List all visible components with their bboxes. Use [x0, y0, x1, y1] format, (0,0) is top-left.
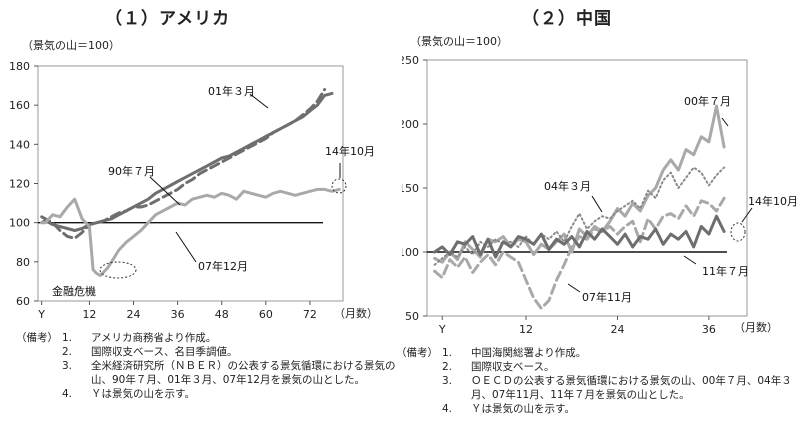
note-text: アメリカ商務省より作成。 [91, 332, 217, 344]
annotation-label: 00年７月 [684, 94, 731, 108]
note-number: 4. [442, 403, 453, 415]
y-tick-label: 250 [402, 54, 419, 67]
x-tick-label: 72 [303, 308, 317, 321]
x-tick-label: 36 [702, 323, 716, 336]
note-text: 中国海関総署より作成。 [471, 347, 587, 359]
highlight-circle [99, 261, 137, 279]
panel-china: （２）中国 （景気の山＝100） 50 100 150 200 250 Y 12 24 36 （月… [396, 0, 804, 441]
annotation-label: 07年11月 [582, 290, 632, 304]
x-tick-label: 60 [259, 308, 273, 321]
annotation-leader-line [249, 93, 269, 109]
notes-heading: （備考） [396, 347, 438, 359]
note-item: 2. 国際収支ベース。 [396, 360, 796, 374]
highlight-circle [730, 222, 746, 242]
y-tick-label: 60 [16, 295, 30, 308]
x-tick-label: 24 [127, 308, 141, 321]
y-tick-label: 140 [9, 138, 30, 151]
note-item: 2. 国際収支ベース、名目季調値。 [16, 345, 396, 359]
x-tick-label: Y [438, 323, 446, 336]
series-line [40, 187, 341, 277]
plot-frame [37, 65, 344, 302]
note-number: 1. [62, 332, 73, 344]
notes-heading: （備考） [16, 332, 58, 344]
y-tick-label: 120 [9, 178, 30, 191]
y-axis-label-us: （景気の山＝100） [22, 39, 120, 52]
y-tick-label: 100 [402, 246, 419, 259]
series-line [40, 88, 327, 240]
panel-title-us: （１）アメリカ [105, 9, 231, 29]
highlight-circle [331, 178, 347, 194]
note-text: Ｙは景気の山を示す。 [91, 388, 195, 400]
note-text: ＯＥＣＤの公表する景気循環における景気の山、00年７月、04年３月、07年11月… [471, 375, 792, 401]
y-tick-label: 100 [9, 217, 30, 230]
note-text: Ｙは景気の山を示す。 [471, 403, 575, 415]
panel-us: （１）アメリカ （景気の山＝100） 60 80 100 120 140 160 180 Y 1… [9, 9, 396, 401]
note-text: 全米経済研究所（ＮＢＥＲ）の公表する景気循環における景気の山、90年７月、01年… [91, 360, 396, 386]
y-tick-label: 200 [402, 118, 419, 131]
note-item: 3. ＯＥＣＤの公表する景気循環における景気の山、00年７月、04年３月、07年1… [396, 374, 796, 402]
annotation-leader-line [149, 176, 181, 206]
annotation-leader-line [741, 207, 753, 223]
note-number: 2. [62, 346, 73, 358]
note-number: 3. [62, 360, 73, 372]
notes-china: （備考） 1. 中国海関総署より作成。 2. 国際収支ベース。 3. ＯＥＣＤの公表する… [396, 346, 796, 416]
chart-china: 50 100 150 200 250 Y 12 24 36 （月数） 00年７月 04年３月 07年11… [402, 54, 798, 336]
annotation-leader-line [591, 195, 603, 213]
annotation-label: 14年10月 [325, 144, 375, 158]
annotation-label: 金融危機 [52, 284, 96, 298]
note-item: 4. Ｙは景気の山を示す。 [396, 402, 796, 416]
x-tick-label: 12 [82, 308, 96, 321]
annotation-label: 90年７月 [108, 164, 155, 178]
x-tick-label: 36 [171, 308, 185, 321]
series-line [40, 91, 334, 232]
note-item: （備考） 1. 中国海関総署より作成。 [396, 346, 796, 360]
note-text: 国際収支ベース。 [471, 361, 555, 373]
annotation-label: 14年10月 [748, 194, 798, 208]
note-number: 3. [442, 375, 453, 387]
x-tick-label: Y [37, 308, 45, 321]
annotation-leader-line [683, 255, 697, 265]
note-item: 4. Ｙは景気の山を示す。 [16, 387, 396, 401]
series-line [433, 196, 726, 310]
series-line [433, 166, 726, 266]
annotation-leader-line [567, 283, 581, 293]
note-number: 4. [62, 388, 73, 400]
series-line [433, 214, 726, 259]
y-tick-label: 50 [405, 310, 419, 323]
note-number: 2. [442, 361, 453, 373]
note-item: （備考） 1. アメリカ商務省より作成。 [16, 331, 396, 345]
note-item: 3. 全米経済研究所（ＮＢＥＲ）の公表する景気循環における景気の山、90年７月、0… [16, 359, 396, 387]
x-tick-label: 48 [215, 308, 229, 321]
y-tick-label: 160 [9, 99, 30, 112]
annotation-leader-line [175, 231, 197, 263]
y-tick-label: 80 [16, 256, 30, 269]
annotation-label: 11年７月 [702, 264, 749, 278]
note-text: 国際収支ベース、名目季調値。 [91, 346, 238, 358]
annotation-label: 04年３月 [544, 179, 591, 193]
notes-us: （備考） 1. アメリカ商務省より作成。 2. 国際収支ベース、名目季調値。 3. 全米… [16, 331, 396, 401]
y-tick-label: 150 [402, 182, 419, 195]
x-tick-label: 12 [519, 323, 533, 336]
x-axis-unit-label: （月数） [734, 321, 778, 334]
annotation-label: 01年３月 [208, 84, 255, 98]
y-axis-label-china: （景気の山＝100） [410, 35, 508, 48]
annotation-label: 07年12月 [198, 259, 248, 273]
y-tick-label: 180 [9, 60, 30, 73]
panel-title-china: （２）中国 [522, 9, 612, 29]
annotation-leader-line [721, 117, 729, 127]
x-tick-label: 24 [610, 323, 624, 336]
chart-us: 60 80 100 120 140 160 180 Y 12 24 36 48 60 72 （月数） 01年３… [9, 60, 378, 321]
x-axis-unit-label: （月数） [334, 307, 378, 320]
note-number: 1. [442, 347, 453, 359]
